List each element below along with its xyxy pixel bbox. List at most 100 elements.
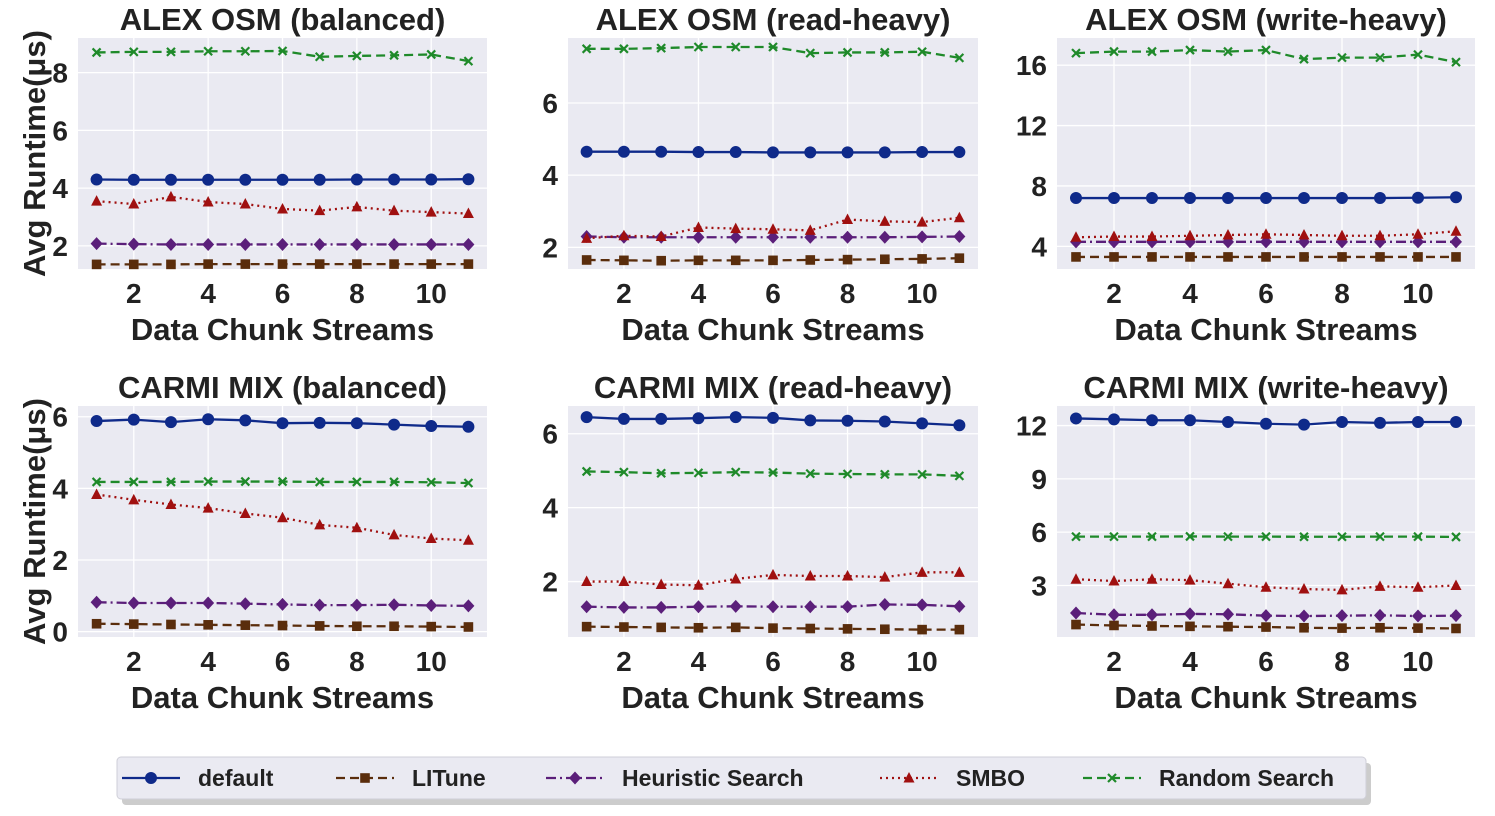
x-tick-label: 10 [1402, 646, 1433, 677]
x-axis-label: Data Chunk Streams [621, 680, 924, 715]
x-tick-label: 10 [907, 278, 938, 309]
y-tick-label: 9 [1031, 464, 1047, 495]
x-tick-label: 2 [616, 278, 632, 309]
data-point [730, 412, 741, 423]
y-axis-label: Avg Runtime(μs) [17, 398, 52, 645]
data-point [805, 415, 816, 426]
data-point [1337, 252, 1347, 262]
data-point [656, 413, 667, 424]
data-point [693, 413, 704, 424]
data-point [203, 620, 213, 630]
data-point [656, 146, 667, 157]
data-point [128, 174, 139, 185]
data-point [351, 174, 362, 185]
data-point [843, 255, 853, 265]
y-tick-label: 12 [1016, 411, 1047, 442]
data-point [389, 259, 399, 269]
data-point [730, 147, 741, 158]
data-point [880, 624, 890, 634]
data-point [166, 260, 176, 270]
x-tick-label: 2 [126, 278, 142, 309]
data-point [165, 417, 176, 428]
y-axis-label: Avg Runtime(μs) [17, 30, 52, 277]
data-point [879, 147, 890, 158]
data-point [352, 621, 362, 631]
data-point [917, 418, 928, 429]
data-point [203, 259, 213, 269]
data-point [1147, 252, 1157, 262]
data-point [463, 174, 474, 185]
data-point [954, 147, 965, 158]
data-point [314, 417, 325, 428]
x-tick-label: 4 [691, 646, 707, 677]
data-point [1147, 621, 1157, 631]
x-tick-label: 4 [1182, 646, 1198, 677]
data-point [1413, 416, 1424, 427]
legend-label: Random Search [1159, 765, 1334, 791]
x-tick-label: 6 [1258, 646, 1274, 677]
data-point [618, 146, 629, 157]
y-tick-label: 6 [52, 115, 68, 146]
x-tick-label: 6 [275, 646, 291, 677]
y-tick-label: 4 [52, 473, 68, 504]
data-point [1185, 193, 1196, 204]
data-point [351, 418, 362, 429]
x-tick-label: 6 [765, 646, 781, 677]
data-point [1071, 413, 1082, 424]
data-point [1451, 416, 1462, 427]
subplot-title: CARMI MIX (read-heavy) [594, 370, 952, 405]
y-tick-label: 4 [542, 493, 558, 524]
data-point [426, 622, 436, 632]
data-point [731, 623, 741, 633]
data-point [656, 623, 666, 633]
data-point [1413, 623, 1423, 633]
data-point [1375, 623, 1385, 633]
x-axis-label: Data Chunk Streams [1114, 312, 1417, 347]
x-tick-label: 4 [691, 278, 707, 309]
data-point [1261, 622, 1271, 632]
data-point [1223, 252, 1233, 262]
data-point [917, 147, 928, 158]
y-tick-label: 12 [1016, 111, 1047, 142]
legend-marker [146, 773, 157, 784]
data-point [1185, 415, 1196, 426]
data-point [1147, 193, 1158, 204]
data-point [1337, 416, 1348, 427]
data-point [1375, 417, 1386, 428]
y-tick-label: 2 [52, 545, 68, 576]
data-point [768, 256, 778, 266]
data-point [129, 619, 139, 629]
data-point [805, 255, 815, 265]
data-point [1337, 623, 1347, 633]
data-point [582, 622, 592, 632]
data-point [278, 259, 288, 269]
x-tick-label: 10 [416, 646, 447, 677]
data-point [389, 174, 400, 185]
data-point [955, 625, 965, 635]
data-point [1299, 419, 1310, 430]
data-point [92, 619, 102, 629]
x-tick-label: 2 [1106, 278, 1122, 309]
data-point [240, 174, 251, 185]
x-tick-label: 8 [1334, 646, 1350, 677]
data-point [240, 415, 251, 426]
data-point [1299, 623, 1309, 633]
data-point [92, 260, 102, 270]
x-tick-label: 10 [907, 646, 938, 677]
x-tick-label: 4 [1182, 278, 1198, 309]
data-point [315, 259, 325, 269]
data-point [694, 623, 704, 633]
data-point [917, 254, 927, 264]
data-point [389, 621, 399, 631]
data-point [768, 623, 778, 633]
x-tick-label: 8 [840, 278, 856, 309]
data-point [619, 622, 629, 632]
data-point [1071, 620, 1081, 630]
x-axis-label: Data Chunk Streams [621, 312, 924, 347]
data-point [618, 413, 629, 424]
data-point [241, 259, 251, 269]
